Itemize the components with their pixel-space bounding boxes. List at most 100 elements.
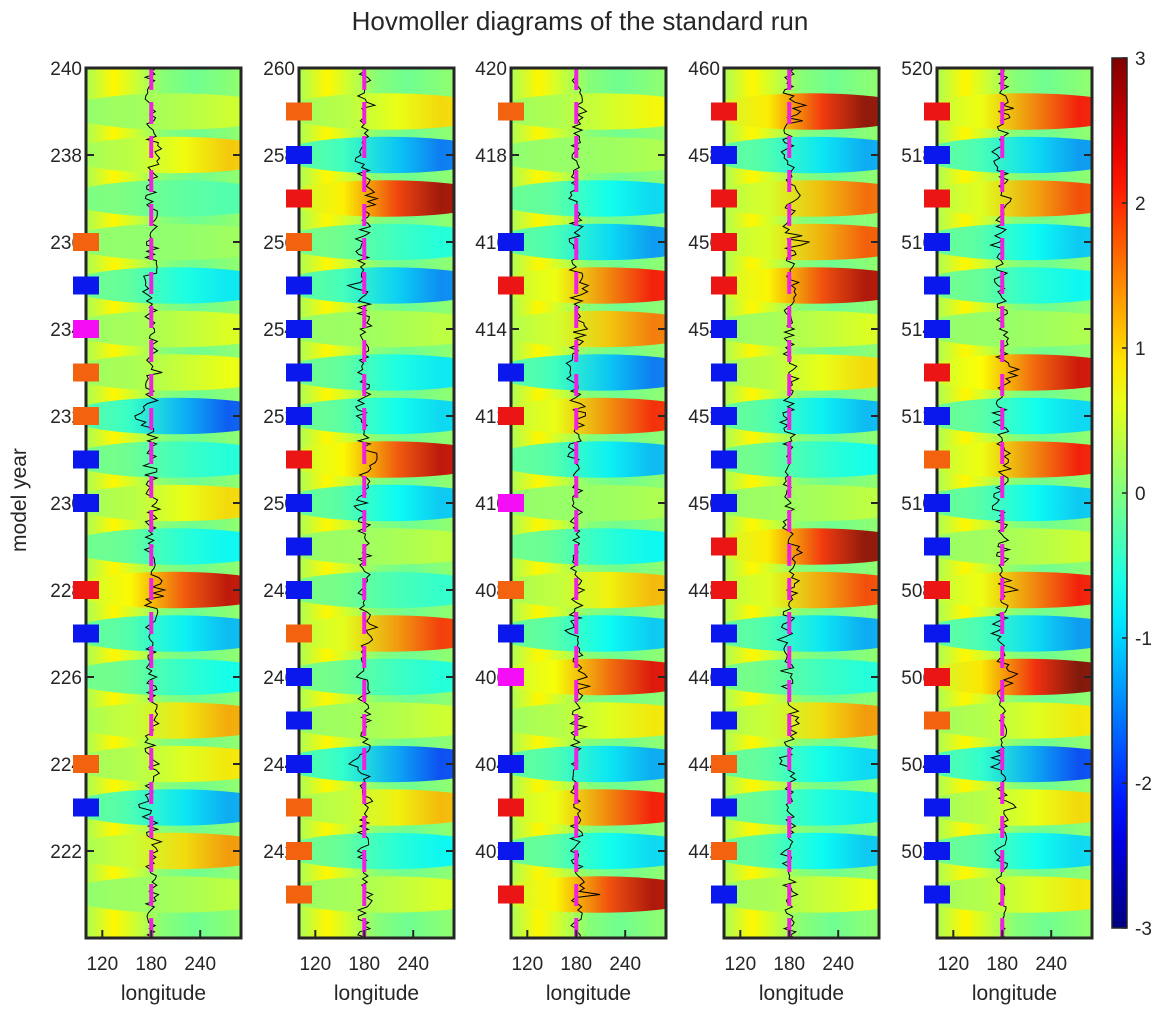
event-marker-blue — [73, 494, 99, 512]
anomaly-band — [86, 267, 241, 304]
event-marker-red — [498, 885, 524, 904]
anomaly-band — [86, 528, 241, 565]
anomaly-band — [937, 93, 1092, 130]
anomaly-band — [937, 876, 1092, 913]
event-marker-blue — [711, 885, 737, 904]
colorbar-tick-label: -1 — [1135, 629, 1152, 650]
x-tick-label: 180 — [560, 954, 592, 975]
x-tick-label: 240 — [609, 954, 641, 975]
anomaly-band — [299, 223, 454, 261]
x-tick-label: 120 — [86, 954, 118, 975]
event-marker-orange — [924, 450, 950, 469]
anomaly-band — [86, 702, 241, 739]
anomaly-band — [511, 223, 666, 261]
x-tick-label: 180 — [986, 954, 1018, 975]
event-marker-blue — [924, 233, 950, 251]
chart-title: Hovmoller diagrams of the standard run — [351, 6, 809, 36]
x-tick-label: 120 — [511, 954, 543, 975]
anomaly-band — [724, 876, 879, 913]
anomaly-band — [511, 832, 666, 870]
event-marker-blue — [286, 320, 312, 338]
event-marker-orange — [924, 711, 950, 730]
event-marker-blue — [498, 842, 524, 860]
event-marker-blue — [711, 363, 737, 382]
anomaly-band — [86, 789, 241, 826]
anomaly-band — [724, 832, 879, 870]
anomaly-band — [511, 702, 666, 739]
anomaly-band — [724, 702, 879, 739]
x-tick-label: 240 — [397, 954, 429, 975]
x-axis-label: longitude — [759, 982, 844, 1005]
event-marker-blue — [924, 755, 950, 773]
event-marker-blue — [286, 755, 312, 773]
event-marker-blue — [286, 407, 312, 425]
anomaly-band — [299, 267, 454, 304]
event-marker-blue — [73, 450, 99, 469]
anomaly-band — [86, 310, 241, 348]
anomaly-band — [724, 354, 879, 391]
event-marker-blue — [924, 624, 950, 643]
anomaly-band — [511, 571, 666, 609]
anomaly-band — [299, 571, 454, 609]
event-marker-blue — [286, 363, 312, 382]
anomaly-band — [937, 571, 1092, 609]
time-series-line — [564, 68, 601, 938]
event-marker-orange — [286, 885, 312, 904]
anomaly-band — [86, 832, 241, 870]
event-marker-blue — [924, 842, 950, 860]
event-marker-blue — [924, 798, 950, 817]
x-tick-label: 120 — [937, 954, 969, 975]
anomaly-band — [299, 136, 454, 174]
anomaly-band — [511, 354, 666, 391]
event-marker-blue — [924, 276, 950, 295]
event-marker-red — [924, 668, 950, 686]
event-marker-blue — [286, 581, 312, 599]
anomaly-band — [86, 354, 241, 391]
event-marker-orange — [711, 755, 737, 773]
anomaly-band — [937, 702, 1092, 739]
event-marker-blue — [73, 624, 99, 643]
x-tick-label: 240 — [1035, 954, 1067, 975]
anomaly-band — [937, 310, 1092, 348]
anomaly-band — [937, 441, 1092, 478]
anomaly-band — [299, 702, 454, 739]
event-marker-blue — [498, 363, 524, 382]
event-marker-red — [924, 189, 950, 208]
anomaly-band — [937, 528, 1092, 565]
event-marker-blue — [711, 624, 737, 643]
time-series-line — [776, 68, 810, 938]
event-marker-red — [924, 102, 950, 121]
anomaly-band — [937, 267, 1092, 304]
anomaly-band — [937, 832, 1092, 870]
anomaly-band — [937, 484, 1092, 522]
event-marker-orange — [498, 581, 524, 599]
x-axis-label: longitude — [334, 982, 419, 1005]
anomaly-band — [937, 745, 1092, 783]
event-marker-orange — [73, 363, 99, 382]
anomaly-band — [937, 397, 1092, 435]
anomaly-band — [511, 789, 666, 826]
anomaly-band — [299, 745, 454, 783]
event-marker-blue — [286, 494, 312, 512]
x-tick-label: 180 — [135, 954, 167, 975]
anomaly-band — [724, 310, 879, 348]
event-marker-blue — [711, 407, 737, 425]
anomaly-band — [511, 876, 666, 913]
event-marker-red — [711, 537, 737, 556]
anomaly-band — [724, 789, 879, 826]
anomaly-band — [299, 484, 454, 522]
colorbar-tick-label: -2 — [1135, 774, 1152, 795]
event-marker-blue — [924, 537, 950, 556]
anomaly-band — [299, 615, 454, 652]
x-tick-label: 180 — [773, 954, 805, 975]
x-axis-label: longitude — [546, 982, 631, 1005]
x-tick-label: 120 — [724, 954, 756, 975]
anomaly-band — [724, 136, 879, 174]
anomaly-band — [86, 180, 241, 217]
event-marker-red — [711, 581, 737, 599]
y-tick-label: 520 — [901, 59, 933, 80]
anomaly-band — [724, 180, 879, 217]
event-marker-blue — [286, 537, 312, 556]
